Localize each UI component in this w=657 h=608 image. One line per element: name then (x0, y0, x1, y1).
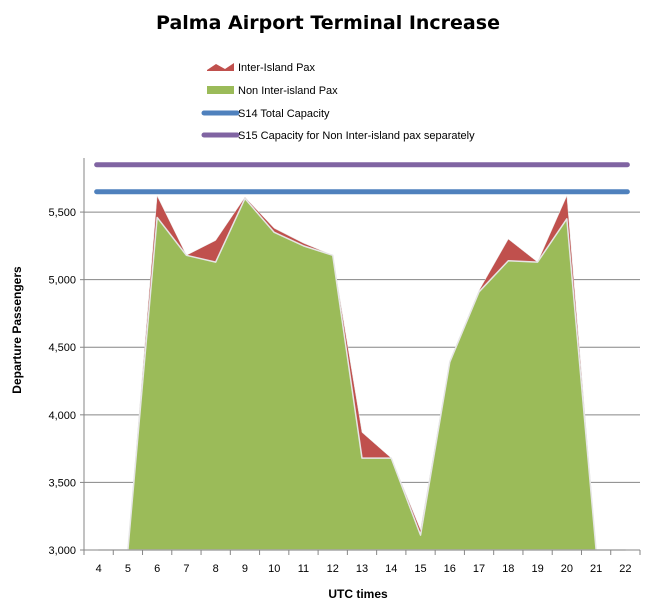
x-tick-label: 11 (298, 563, 309, 575)
x-tick-label: 18 (502, 563, 514, 575)
legend-label-s14: S14 Total Capacity (238, 108, 330, 120)
y-tick-label: 4,000 (48, 410, 76, 422)
legend: Inter-Island Pax Non Inter-island Pax S1… (201, 62, 475, 142)
y-tick-label: 5,500 (48, 207, 76, 219)
x-tick-label: 17 (473, 563, 485, 575)
x-tick-label: 19 (531, 563, 543, 575)
axes (83, 158, 640, 551)
legend-label-non-inter-island: Non Inter-island Pax (238, 85, 338, 97)
x-tick-label: 9 (242, 563, 248, 575)
x-tick-label: 14 (385, 563, 397, 575)
area-non-inter-island (97, 197, 627, 551)
y-tick-label: 5,000 (48, 275, 76, 287)
x-tick-label: 5 (125, 563, 131, 575)
x-tick-label: 21 (590, 563, 602, 575)
chart-title: Palma Airport Terminal Increase (156, 12, 500, 34)
x-tick-label: 20 (561, 563, 573, 575)
y-tick-label: 3,000 (48, 545, 76, 557)
legend-swatch-non-inter-island (207, 86, 234, 94)
legend-label-s15: S15 Capacity for Non Inter-island pax se… (238, 130, 475, 142)
legend-item-s15: S15 Capacity for Non Inter-island pax se… (201, 130, 475, 142)
capacity-lines (94, 162, 630, 195)
x-tick-label: 4 (96, 563, 102, 575)
legend-label-inter-island: Inter-Island Pax (238, 62, 316, 74)
area-series (97, 195, 627, 551)
x-tick-label: 6 (154, 563, 160, 575)
x-tick-label: 22 (619, 563, 631, 575)
x-tick-label: 7 (183, 563, 189, 575)
x-tick-label: 10 (268, 563, 280, 575)
legend-swatch-inter-island (207, 63, 234, 71)
legend-item-non-inter-island: Non Inter-island Pax (207, 85, 338, 97)
x-tick-label: 15 (414, 563, 426, 575)
legend-item-inter-island: Inter-Island Pax (207, 62, 316, 74)
y-tick-labels: 3,000 3,500 4,000 4,500 5,000 5,500 (48, 207, 76, 557)
y-tick-label: 3,500 (48, 477, 76, 489)
x-tick-label: 16 (444, 563, 456, 575)
y-tick-label: 4,500 (48, 342, 76, 354)
x-tick-labels: 4 5 6 7 8 9 10 11 12 13 14 15 16 17 18 19 20 21 22 (83, 550, 641, 575)
y-axis-label: Departure Passengers (10, 266, 24, 394)
legend-item-s14: S14 Total Capacity (201, 108, 330, 120)
x-tick-label: 12 (327, 563, 339, 575)
x-axis-label: UTC times (328, 587, 388, 601)
x-tick-label: 13 (356, 563, 368, 575)
x-tick-label: 8 (213, 563, 219, 575)
